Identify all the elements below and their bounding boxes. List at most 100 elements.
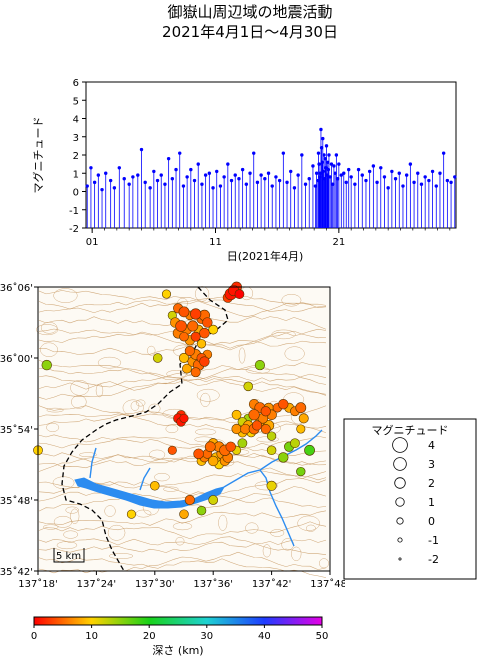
map-x-tick-label: 137˚36': [193, 578, 233, 590]
map-x-tick-label: 137˚30': [135, 578, 175, 590]
map-y-tick-label: 35˚48': [0, 495, 33, 507]
mt-y-tick-label: 1: [73, 169, 79, 180]
mt-point: [367, 169, 372, 174]
mt-point: [404, 173, 409, 177]
contour-loop: [70, 508, 80, 524]
mt-point: [441, 151, 446, 155]
contour-line: [38, 539, 327, 553]
mt-point: [112, 186, 117, 190]
map-x-tick-label: 137˚24': [77, 578, 117, 590]
epicenter-point: [150, 481, 160, 491]
contour-loop: [107, 524, 126, 541]
epicenter-point: [178, 306, 190, 318]
map-x-tick-label: 137˚18': [18, 578, 58, 590]
contour-line: [38, 557, 327, 578]
mt-point: [285, 180, 289, 185]
contour-loop: [36, 324, 59, 336]
epicenter-point: [260, 424, 271, 434]
epicenter-point: [231, 423, 242, 435]
legend-label: 3: [428, 458, 435, 471]
epicenter-point: [196, 505, 207, 516]
mt-point: [408, 162, 413, 166]
contour-loop: [65, 506, 79, 514]
epicenter-point: [179, 509, 189, 519]
map-x-tick-label: 137˚48': [310, 578, 345, 590]
mt-x-tick-label: 11: [209, 237, 222, 248]
mt-point: [316, 151, 321, 155]
epicenter-point: [161, 289, 172, 299]
mt-point: [192, 178, 197, 183]
epicenter-point: [196, 339, 207, 349]
mt-point: [360, 173, 364, 177]
mt-point: [453, 175, 457, 179]
contour-line: [38, 453, 327, 469]
mt-series: [85, 127, 457, 228]
contour-loop: [46, 422, 60, 433]
map-x-axis: 137˚18' 137˚24' 137˚30' 137˚36' 137˚42' 137˚4…: [18, 571, 345, 590]
mt-point: [349, 175, 353, 179]
contour-line: [38, 521, 327, 539]
contour-loop: [195, 428, 217, 436]
mt-point: [375, 180, 379, 185]
epicenter-point: [204, 441, 216, 453]
epicenter-point: [182, 363, 192, 374]
legend-entries: 4 3 2 1 0 -1 -2: [392, 437, 439, 566]
mt-point: [127, 182, 131, 186]
mt-point: [185, 175, 189, 179]
mt-point: [386, 186, 390, 190]
contour-loop: [175, 536, 185, 546]
mt-point: [207, 171, 212, 175]
mt-point: [342, 171, 346, 175]
map-x-tick-label: 137˚42': [252, 578, 292, 590]
epicenter-point: [266, 431, 277, 441]
contour-loop: [262, 544, 272, 558]
epicenter-point: [184, 494, 195, 506]
epicenter-point: [234, 289, 245, 299]
legend-label: 2: [428, 477, 435, 490]
epicenter-point: [231, 409, 242, 420]
mt-y-tick-label: 4: [73, 115, 79, 126]
mt-point: [277, 178, 282, 183]
epicenter-point: [190, 308, 202, 320]
mt-point: [270, 184, 274, 188]
map-y-axis: 35˚42' 35˚48' 35˚54' 36˚00' 36˚06': [0, 282, 38, 578]
mt-point: [337, 162, 341, 166]
contour-line: [38, 330, 327, 355]
mt-point: [292, 186, 297, 190]
mt-point: [364, 178, 368, 183]
mt-point: [89, 166, 93, 170]
mt-x-tick-label: 01: [86, 237, 99, 248]
legend-symbol: [392, 437, 408, 453]
epicenter-point: [237, 438, 248, 449]
epicenter-point: [266, 445, 277, 456]
contour-loop: [43, 524, 59, 530]
legend-label: 1: [428, 496, 435, 509]
mt-point: [152, 169, 156, 174]
mt-point: [322, 153, 326, 157]
mt-point: [255, 180, 260, 185]
contour-line: [38, 295, 327, 310]
mt-point: [117, 166, 122, 170]
mt-point: [170, 177, 175, 181]
contour-line: [38, 328, 327, 351]
contour-loop: [135, 399, 146, 407]
mt-point: [334, 153, 339, 157]
legend-symbol: [395, 497, 405, 507]
contour-loop: [148, 403, 161, 414]
colorbar-tick-label: 40: [258, 631, 271, 642]
mt-point: [181, 184, 186, 188]
contour-loop: [46, 407, 64, 413]
contour-loop: [196, 388, 220, 402]
mt-y-tick-label: 0: [73, 188, 79, 199]
mt-point: [148, 186, 152, 190]
mt-point: [281, 151, 286, 155]
mt-point: [96, 173, 101, 177]
mt-point: [229, 178, 234, 183]
mt-point: [427, 178, 431, 183]
mt-point: [438, 171, 442, 175]
mt-point: [347, 167, 351, 172]
mt-point: [449, 180, 453, 185]
epicenter-point: [208, 455, 219, 467]
mt-point: [263, 177, 267, 181]
contour-loop: [166, 369, 188, 378]
